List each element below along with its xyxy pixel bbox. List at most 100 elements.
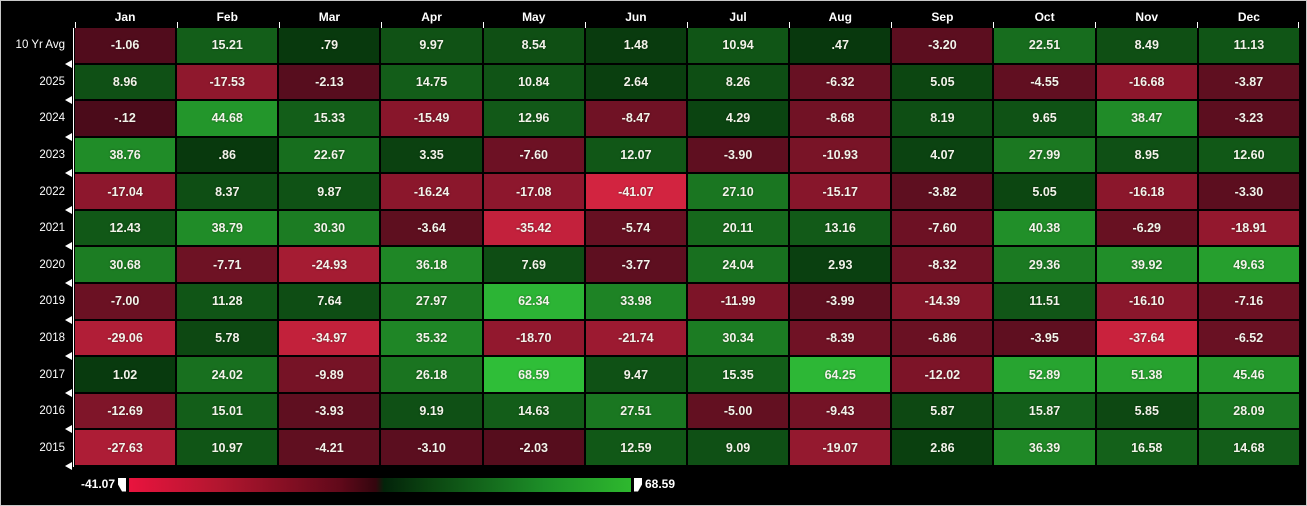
heatmap-cell: 68.59 [483, 357, 584, 392]
month-label: Aug [828, 10, 852, 24]
heatmap-cell: -8.32 [892, 247, 993, 283]
heatmap-cell: 27.99 [994, 137, 1095, 173]
heatmap-cell: 5.05 [892, 64, 993, 100]
heatmap-cell: -16.68 [1096, 64, 1197, 100]
row-label: 2015 [39, 441, 65, 454]
heatmap-cell: 45.46 [1198, 357, 1299, 392]
heatmap-cell: -4.21 [279, 430, 380, 465]
heatmap-cell: 20.11 [687, 210, 789, 246]
heatmap-cell: 30.68 [75, 247, 176, 283]
heatmap-cell: 39.92 [1096, 247, 1197, 283]
x-axis-tick [279, 22, 280, 28]
heatmap-cell: 2.93 [790, 247, 891, 283]
heatmap-cell: -37.64 [1096, 320, 1197, 356]
row-label: 2021 [39, 222, 65, 235]
month-label: Oct [1034, 10, 1055, 24]
row-boundary-marker-icon [65, 352, 72, 361]
color-scale-legend: -41.07 68.59 [73, 476, 675, 493]
heatmap-cell: -.12 [75, 101, 176, 136]
row-label: 2025 [39, 75, 65, 88]
x-axis-tick [585, 22, 586, 28]
row-label: 2020 [39, 258, 65, 271]
row-boundary-marker-icon [65, 279, 72, 288]
month-label: Dec [1237, 10, 1260, 24]
x-axis-tick [993, 22, 994, 28]
heatmap-cell: -6.32 [790, 64, 891, 100]
heatmap-cell: 36.39 [994, 430, 1095, 465]
heatmap-cell: 30.30 [279, 210, 380, 246]
row-boundary-marker-icon [65, 315, 72, 324]
month-label: Feb [216, 10, 238, 24]
heatmap-cell: 5.85 [1096, 393, 1197, 429]
heatmap-cell: -17.08 [483, 174, 584, 209]
x-axis-tick [381, 22, 382, 28]
heatmap-cell: 13.16 [790, 210, 891, 246]
heatmap-cell: 8.49 [1096, 28, 1197, 63]
heatmap-cell: .79 [279, 28, 380, 63]
heatmap-cell: -29.06 [75, 320, 176, 356]
x-axis-ticks [75, 22, 1299, 28]
heatmap-cell: 12.07 [585, 137, 686, 173]
heatmap-cell: 9.87 [279, 174, 380, 209]
row-label: 2024 [39, 112, 65, 125]
row-label: 2023 [39, 149, 65, 162]
heatmap-cell: -8.47 [585, 101, 686, 136]
heatmap-cell: 5.05 [994, 174, 1095, 209]
heatmap-cell: -3.87 [1198, 64, 1299, 100]
heatmap-cell: -3.95 [994, 320, 1095, 356]
heatmap-cell: 38.47 [1096, 101, 1197, 136]
scale-min-label: -41.07 [80, 477, 115, 491]
heatmap-cell: 62.34 [483, 284, 584, 319]
heatmap-cell: 10.84 [483, 64, 584, 100]
row-label: 10 Yr Avg [15, 39, 65, 52]
heatmap-cell: 7.64 [279, 284, 380, 319]
heatmap-cell: 2.64 [585, 64, 686, 100]
heatmap-grid: -1.06 15.21.79 9.97 8.54 1.48 10.94.47 -3.20 22… [75, 28, 1299, 465]
heatmap-cell: -18.91 [1198, 210, 1299, 246]
month-label: Jan [114, 10, 136, 24]
heatmap-cell: -7.00 [75, 284, 176, 319]
heatmap-cell: 12.43 [75, 210, 176, 246]
heatmap-cell: -5.00 [687, 393, 789, 429]
heatmap-cell: 8.95 [1096, 137, 1197, 173]
heatmap-cell: -16.24 [381, 174, 482, 209]
month-header-row: Jan Feb Mar Apr May Jun Jul Aug Sep Oct Nov Dec [75, 9, 1299, 26]
heatmap-cell: 15.33 [279, 101, 380, 136]
heatmap-cell: 14.68 [1198, 430, 1299, 465]
heatmap-cell: 35.32 [381, 320, 482, 356]
row-boundary-marker-icon [65, 96, 72, 105]
heatmap-cell: -9.43 [790, 393, 891, 429]
x-axis-tick [891, 22, 892, 28]
heatmap-cell: -3.90 [687, 137, 789, 173]
heatmap-cell: -8.68 [790, 101, 891, 136]
heatmap-cell: -2.03 [483, 430, 584, 465]
heatmap-cell: 44.68 [177, 101, 278, 136]
row-boundary-marker-icon [65, 59, 72, 68]
heatmap-cell: 29.36 [994, 247, 1095, 283]
heatmap-cell: .47 [790, 28, 891, 63]
heatmap-cell: 12.59 [585, 430, 686, 465]
heatmap-cell: 51.38 [1096, 357, 1197, 392]
month-label: Apr [421, 10, 442, 24]
row-boundary-marker-icon [65, 242, 72, 251]
heatmap-cell: 14.63 [483, 393, 584, 429]
heatmap-cell: -19.07 [790, 430, 891, 465]
heatmap-cell: -15.49 [381, 101, 482, 136]
heatmap-cell: -7.60 [483, 137, 584, 173]
heatmap-cell: -16.18 [1096, 174, 1197, 209]
row-boundary-marker-icon [65, 388, 72, 397]
heatmap-cell: 22.51 [994, 28, 1095, 63]
heatmap-cell: 27.97 [381, 284, 482, 319]
year-label-column: 10 Yr Avg 2025 2024 2023 2022 2021 2020 2019 201… [1, 28, 65, 465]
heatmap-cell: 8.26 [687, 64, 789, 100]
heatmap-cell: 7.69 [483, 247, 584, 283]
heatmap-cell: -7.71 [177, 247, 278, 283]
scale-max-label: 68.59 [645, 477, 676, 491]
heatmap-cell: 22.67 [279, 137, 380, 173]
heatmap-cell: -4.55 [994, 64, 1095, 100]
heatmap-cell: -3.10 [381, 430, 482, 465]
row-boundary-marker-icon [65, 169, 72, 178]
heatmap-cell: -2.13 [279, 64, 380, 100]
heatmap-cell: 5.78 [177, 320, 278, 356]
heatmap-cell: 16.58 [1096, 430, 1197, 465]
